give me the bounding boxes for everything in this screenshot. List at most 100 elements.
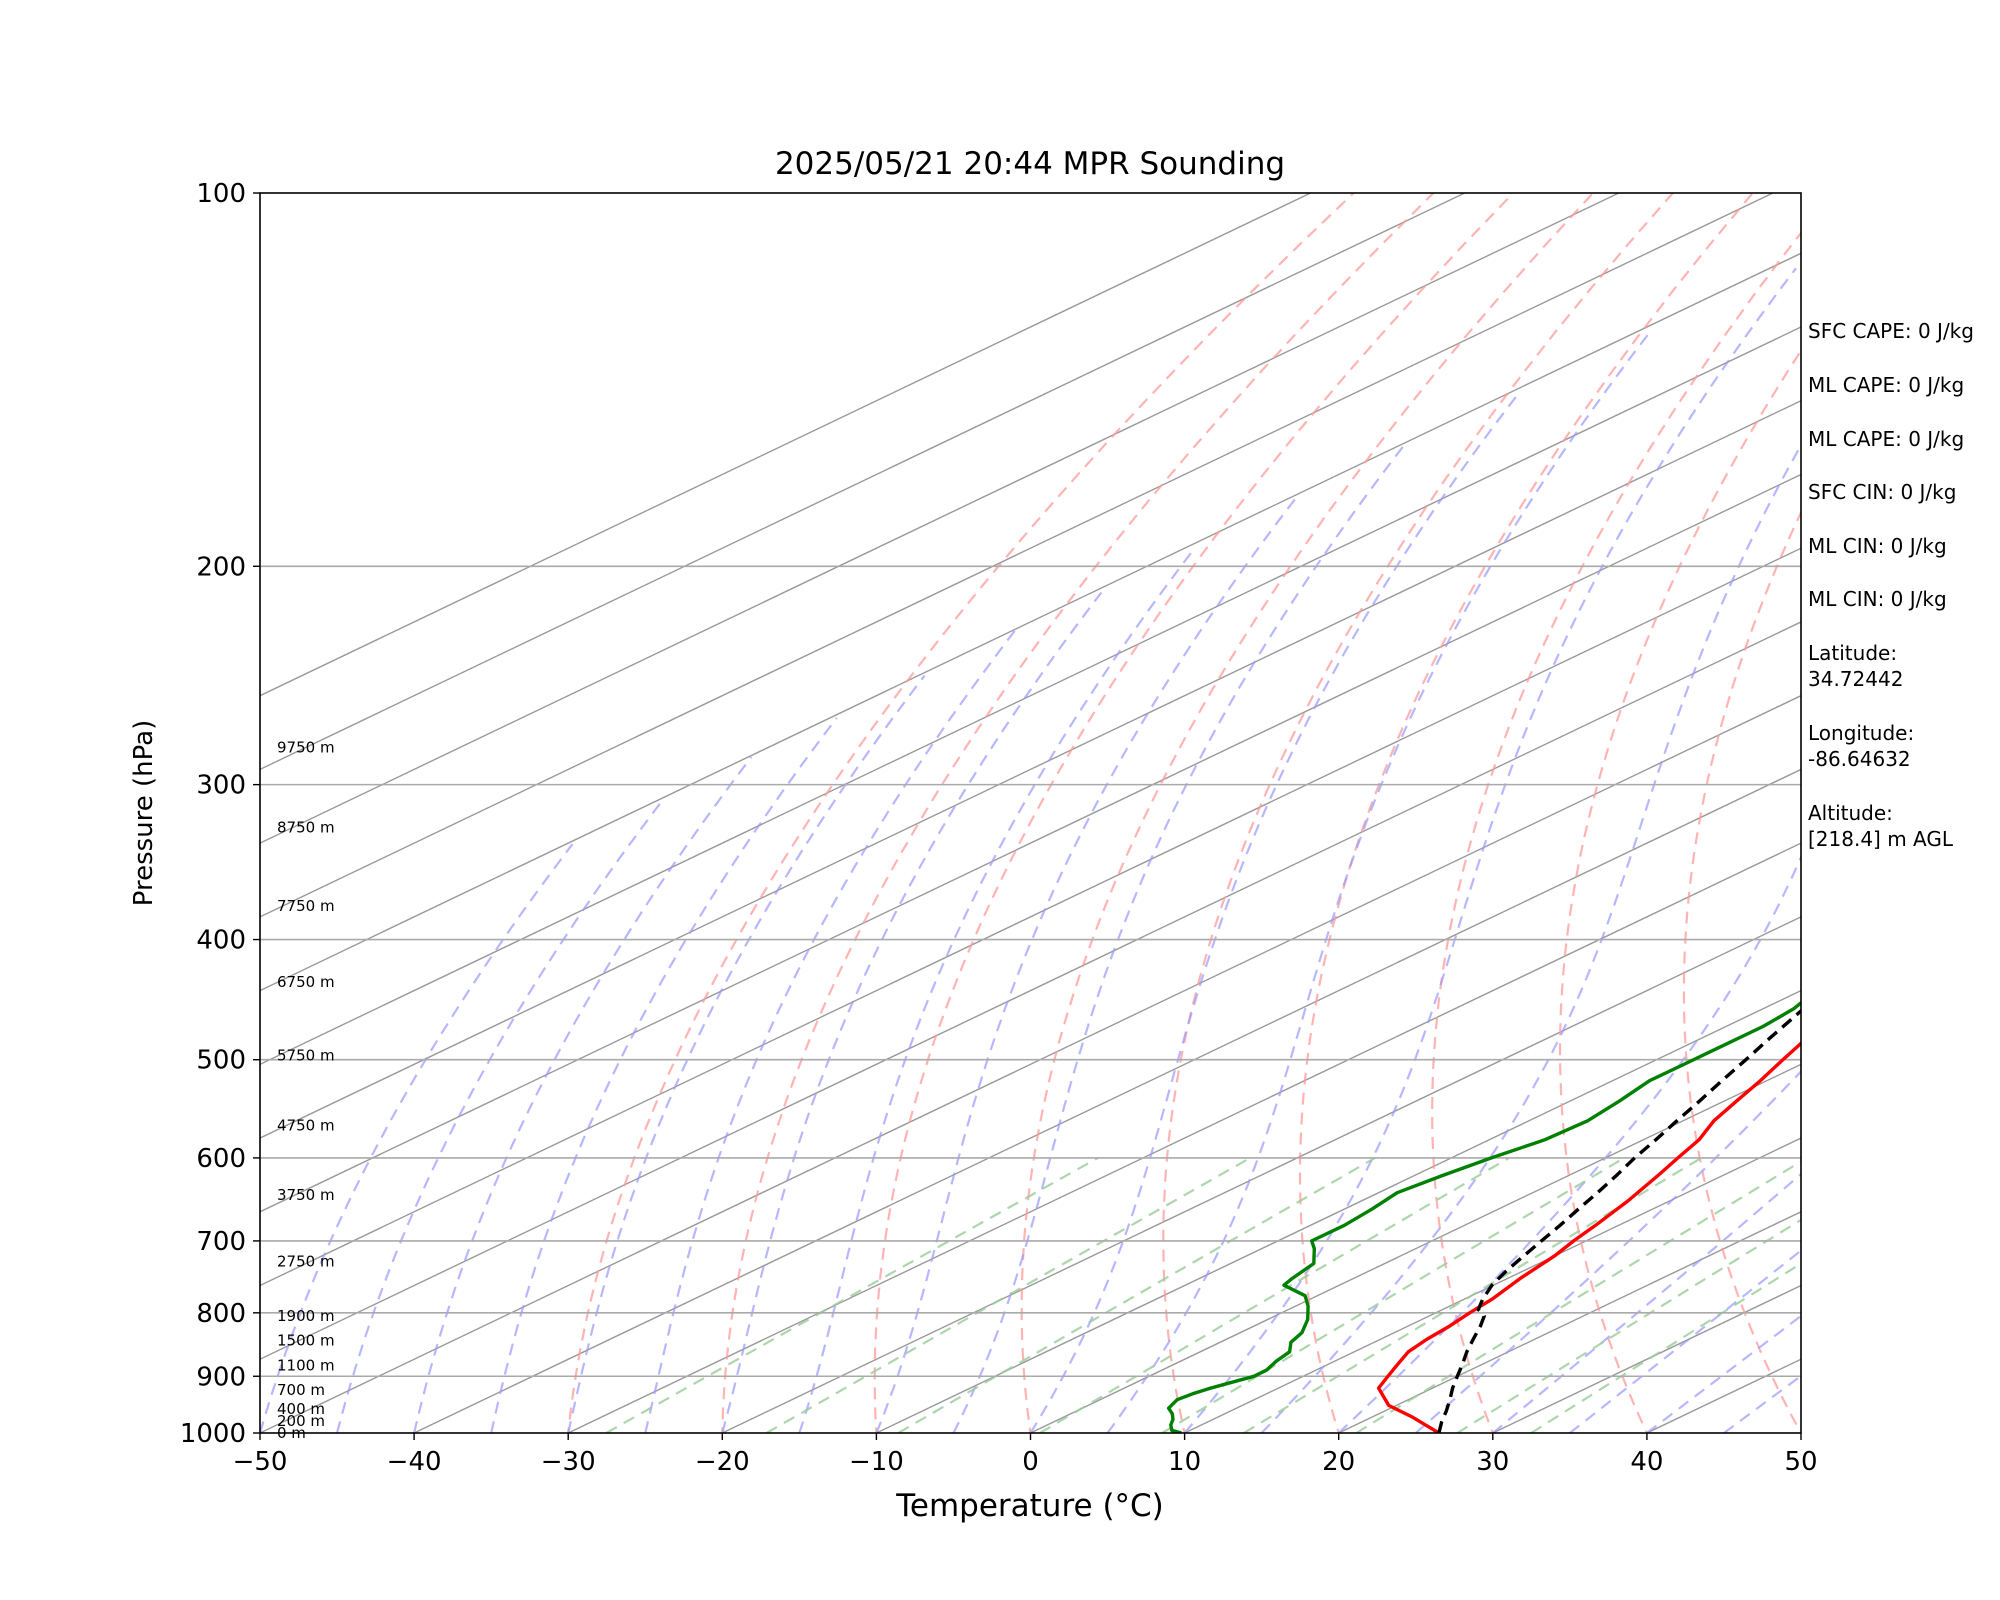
moist-adiabat-line (1569, 1249, 1801, 1433)
isotherm-line (1030, 1063, 1801, 1433)
mixing-ratio-line (1530, 1262, 1801, 1433)
dry-adiabat-line (873, 193, 1515, 1433)
latitude-text: Latitude: 34.72442 (1808, 641, 1904, 691)
isotherm-line (876, 989, 1801, 1433)
x-tick-label: −50 (233, 1447, 288, 1477)
isotherm-line (721, 916, 1801, 1433)
moist-adiabat-line (875, 493, 1300, 1433)
moist-adiabat-line (1260, 442, 1801, 1433)
height-label: 1900 m (277, 1307, 335, 1325)
moist-adiabat-line (798, 551, 1193, 1433)
sounding-traces (1166, 1000, 1801, 1433)
y-tick-label: 300 (196, 771, 246, 801)
temperature-trace (1376, 1041, 1801, 1433)
dry-adiabat-line (1431, 231, 1801, 1433)
isotherm-line (260, 694, 1801, 1433)
reference-lines (260, 193, 1801, 1433)
isotherm-line (1338, 1211, 1801, 1433)
y-tick-label: 500 (196, 1046, 246, 1076)
mixing-ratio-line (1456, 1218, 1801, 1433)
parcel-trace (1437, 1008, 1801, 1433)
x-tick-label: 30 (1476, 1447, 1509, 1477)
ml-cin-text-2: ML CIN: 0 J/kg (1808, 587, 1947, 611)
x-tick-label: 40 (1630, 1447, 1663, 1477)
height-label: 3750 m (277, 1186, 335, 1204)
mixing-ratio-line (1039, 1156, 1510, 1433)
x-tick-label: 50 (1784, 1447, 1817, 1477)
y-tick-label: 900 (196, 1362, 246, 1392)
sfc-cape-text: SFC CAPE: 0 J/kg (1808, 319, 1974, 343)
isotherm-line (260, 547, 1801, 1287)
x-tick-label: −20 (695, 1447, 750, 1477)
isotherm-line (260, 473, 1801, 1213)
height-label: 6750 m (277, 973, 335, 991)
x-tick-label: −30 (541, 1447, 596, 1477)
x-axis-ticks: −50 −40 −30 −20 −10 0 10 20 30 40 50 (233, 1433, 1818, 1477)
ml-cape-text-2: ML CAPE: 0 J/kg (1808, 427, 1965, 451)
dry-adiabat-line (1020, 193, 1594, 1433)
y-axis-ticks: 100 200 300 400 500 600 700 800 900 1000 (180, 179, 260, 1449)
y-axis-label: Pressure (hPa) (129, 720, 159, 907)
height-label: 8750 m (277, 819, 335, 837)
height-label: 1500 m (277, 1331, 335, 1349)
height-label: 9750 m (277, 738, 335, 756)
x-axis-label: Temperature (°C) (895, 1488, 1164, 1524)
x-tick-label: −10 (849, 1447, 904, 1477)
altitude-text: Altitude: [218.4] m AGL (1808, 801, 1954, 851)
moist-adiabat-line (1337, 854, 1801, 1433)
y-tick-label: 600 (196, 1144, 246, 1174)
isotherm-line (1184, 1137, 1801, 1433)
dry-adiabat-line (1682, 509, 1801, 1433)
y-tick-label: 100 (196, 179, 246, 209)
height-label: 700 m (277, 1381, 325, 1399)
longitude-text: Longitude: -86.64632 (1808, 721, 1915, 771)
dry-adiabat-line (567, 193, 1355, 1433)
isotherm-line (260, 193, 1774, 918)
moist-adiabat-line (1106, 333, 1650, 1433)
height-label: 1100 m (277, 1356, 335, 1374)
y-tick-label: 400 (196, 926, 246, 956)
moist-adiabat-line (1183, 267, 1797, 1433)
height-label: 200 m (277, 1412, 325, 1430)
x-tick-label: 0 (1022, 1447, 1039, 1477)
moist-adiabat-line (567, 674, 926, 1433)
height-label: 400 m (277, 1400, 325, 1418)
moist-adiabat-line (721, 591, 1103, 1433)
height-label: 4750 m (277, 1117, 335, 1135)
mixing-ratio-line (1161, 1156, 1625, 1433)
ml-cin-text: ML CIN: 0 J/kg (1808, 534, 1947, 558)
isotherm-line (260, 193, 1620, 844)
moist-adiabat-line (1029, 392, 1520, 1433)
dry-adiabat-line (1298, 193, 1754, 1433)
isotherm-line (260, 252, 1801, 992)
dewpoint-trace (1166, 1000, 1801, 1433)
x-tick-label: 20 (1322, 1447, 1355, 1477)
moist-adiabat-line (260, 843, 574, 1433)
y-tick-label: 200 (196, 552, 246, 582)
isotherm-line (260, 621, 1801, 1361)
moist-adiabat-line (1415, 1069, 1801, 1433)
plot-frame (259, 192, 1802, 1434)
mixing-ratio-line (605, 1156, 1099, 1433)
dry-adiabat-line (1162, 193, 1674, 1433)
height-label: 7750 m (277, 897, 335, 915)
chart-title: 2025/05/21 20:44 MPR Sounding (775, 146, 1285, 182)
sfc-cin-text: SFC CIN: 0 J/kg (1808, 480, 1957, 504)
x-tick-label: 10 (1168, 1447, 1201, 1477)
dry-adiabat-line (721, 193, 1435, 1433)
moist-adiabat-line (336, 801, 662, 1433)
moist-adiabat-line (413, 756, 753, 1433)
isotherm-line (260, 326, 1801, 1066)
moist-adiabat-line (490, 717, 838, 1433)
x-tick-label: −40 (387, 1447, 442, 1477)
isotherm-line (567, 842, 1801, 1433)
ml-cape-text: ML CAPE: 0 J/kg (1808, 373, 1965, 397)
isotherm-line (260, 193, 1466, 771)
isotherm-line (413, 768, 1801, 1433)
y-tick-label: 800 (196, 1299, 246, 1329)
dry-adiabat-line (1558, 348, 1801, 1433)
mixing-ratio-line (1243, 1156, 1702, 1433)
isobar-grid (260, 565, 1801, 1378)
